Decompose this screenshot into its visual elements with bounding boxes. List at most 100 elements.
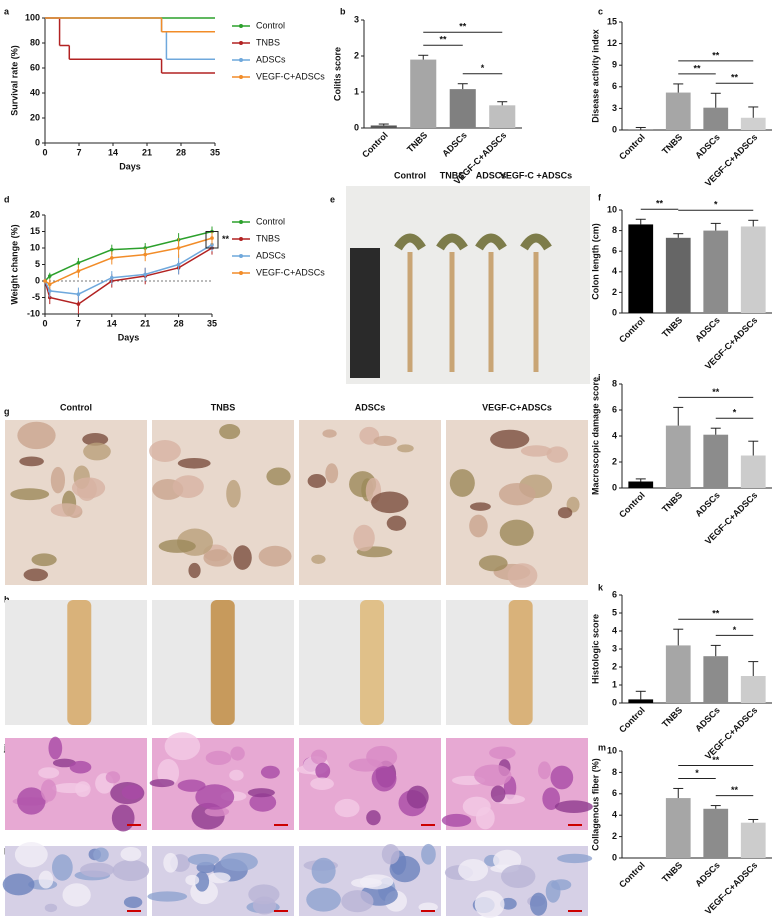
y-tick-label: 1 xyxy=(354,86,359,96)
x-tick-label: ADSCs xyxy=(440,130,469,159)
bar xyxy=(740,822,766,858)
tissue xyxy=(195,784,235,810)
bar xyxy=(665,425,691,488)
tissue xyxy=(149,440,181,462)
tissue xyxy=(421,843,436,865)
point xyxy=(176,246,181,250)
tissue xyxy=(82,433,109,446)
y-tick-label: 10 xyxy=(607,204,617,214)
x-tick-label: Control xyxy=(617,132,647,162)
tissue xyxy=(194,871,210,892)
y-tick-label: 2 xyxy=(612,456,617,466)
y-tick-label: 20 xyxy=(30,209,40,219)
tissue xyxy=(147,891,188,902)
x-tick-label: ADSCs xyxy=(693,860,722,889)
tissue xyxy=(51,854,73,881)
panel-letter: c xyxy=(598,6,603,16)
significance-label: * xyxy=(733,408,737,418)
significance-label: * xyxy=(714,200,718,210)
tissue xyxy=(52,758,76,768)
series-line xyxy=(44,244,213,295)
colon xyxy=(436,233,468,251)
point xyxy=(143,252,147,257)
x-tick-label: 21 xyxy=(142,147,152,157)
point xyxy=(76,261,81,265)
tissue xyxy=(546,446,569,463)
x-tick-label: TNBS xyxy=(660,490,684,514)
tissue xyxy=(50,466,66,494)
tissue xyxy=(406,785,429,809)
tissue xyxy=(474,890,505,918)
bar xyxy=(740,676,766,703)
x-tick-label: TNBS xyxy=(660,315,684,339)
significance-label: ** xyxy=(712,387,720,397)
y-tick-label: 2 xyxy=(612,287,617,297)
x-tick-label: 14 xyxy=(107,318,117,328)
point xyxy=(110,247,114,252)
x-tick-label: 21 xyxy=(140,318,150,328)
legend-label: ADSCs xyxy=(256,54,286,64)
x-tick-label: ADSCs xyxy=(693,132,722,161)
legend-marker xyxy=(239,237,243,241)
point xyxy=(176,262,181,267)
legend-marker xyxy=(239,271,243,275)
column-label: ADSCs xyxy=(355,402,386,412)
tissue xyxy=(185,874,200,886)
panel-letter: d xyxy=(4,194,10,204)
tissue xyxy=(507,563,538,588)
legend-marker xyxy=(239,75,243,79)
panel-letter: h xyxy=(4,594,10,604)
significance-label: ** xyxy=(459,22,467,32)
point xyxy=(43,279,47,283)
tissue xyxy=(551,879,572,891)
legend-marker xyxy=(239,58,243,62)
y-tick-label: 3 xyxy=(612,643,617,653)
tissue xyxy=(490,429,530,449)
tissue xyxy=(249,793,277,812)
tissue xyxy=(266,467,291,486)
y-axis-label: Colon length (cm) xyxy=(590,223,600,300)
bar xyxy=(665,645,691,703)
tissue xyxy=(62,883,91,907)
y-tick-label: 10 xyxy=(607,745,617,755)
y-tick-label: 4 xyxy=(612,266,617,276)
colon-segment xyxy=(508,600,533,725)
tissue xyxy=(310,749,328,765)
tissue xyxy=(353,524,375,552)
x-tick-label: TNBS xyxy=(660,860,684,884)
legend-marker xyxy=(239,254,243,258)
tissue xyxy=(315,762,331,780)
y-tick-label: 5 xyxy=(612,607,617,617)
y-tick-label: 2 xyxy=(612,831,617,841)
tissue xyxy=(48,736,63,760)
x-tick-label: 35 xyxy=(207,318,217,328)
bar xyxy=(665,237,691,313)
panel-letter: b xyxy=(340,6,346,16)
y-tick-label: 8 xyxy=(612,767,617,777)
tissue xyxy=(220,852,258,872)
colon xyxy=(394,233,426,251)
y-tick-label: 60 xyxy=(30,62,40,72)
y-tick-label: 1 xyxy=(612,679,617,689)
legend-label: VEGF-C+ADSCs xyxy=(256,71,325,81)
point xyxy=(110,275,114,280)
tissue xyxy=(311,554,326,564)
tissue xyxy=(44,903,58,913)
significance-label: ** xyxy=(439,35,447,45)
tissue xyxy=(252,896,277,915)
panel-letter: i xyxy=(598,372,601,382)
tissue xyxy=(397,444,414,453)
legend-label: VEGF-C+ADSCs xyxy=(256,267,325,277)
colon-segment xyxy=(67,600,92,725)
column-label: Control xyxy=(60,402,92,412)
tissue xyxy=(121,784,143,800)
x-tick-label: 28 xyxy=(174,318,184,328)
tissue xyxy=(14,842,48,868)
x-tick-label: ADSCs xyxy=(693,705,722,734)
tissue xyxy=(542,787,560,810)
tissue xyxy=(341,890,374,913)
tissue xyxy=(498,482,536,506)
point xyxy=(210,236,214,240)
tissue xyxy=(83,442,111,461)
tissue xyxy=(310,777,334,790)
